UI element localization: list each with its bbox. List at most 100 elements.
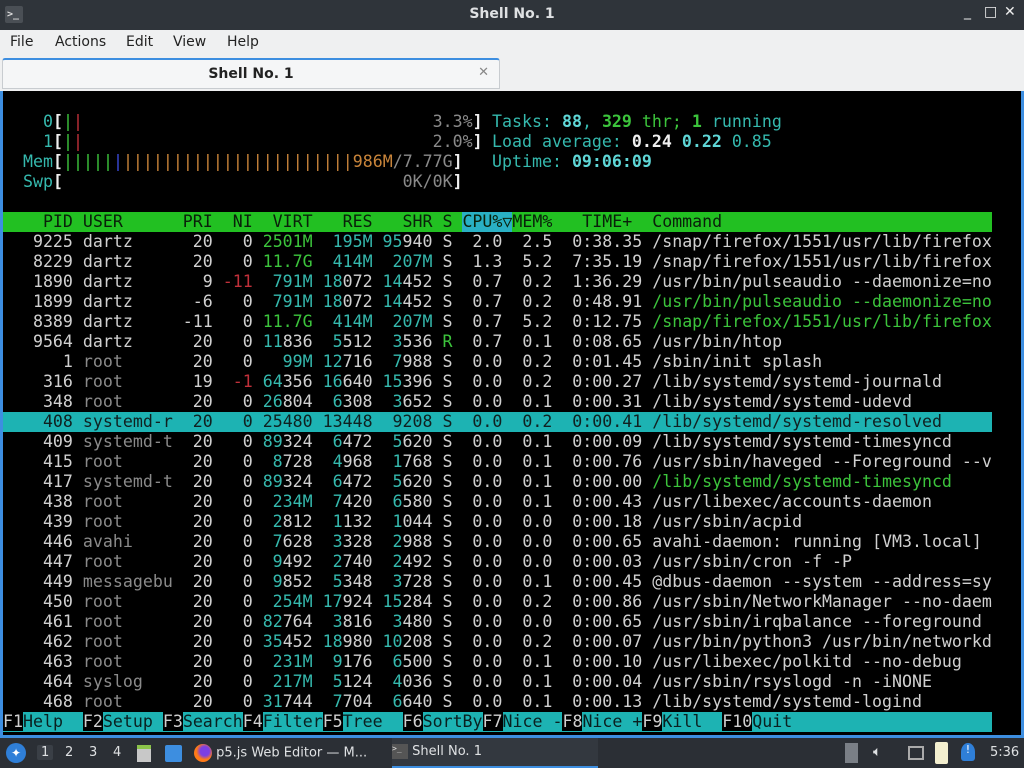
notification-icon[interactable]: ! [961, 743, 975, 761]
clipboard-icon[interactable] [935, 742, 948, 764]
cell-res: 414M [332, 312, 373, 331]
col-ni[interactable]: NI [232, 212, 253, 231]
menu-view[interactable]: View [173, 34, 207, 50]
volume-icon[interactable]: 🔈︎ [873, 744, 882, 760]
process-row[interactable]: 461 root 20 0 82764 3816 3480 S 0.0 0.0 0:00.65/us… [3, 612, 1018, 632]
menu-actions[interactable]: Actions [55, 34, 107, 50]
cell-mem: 0.1 [522, 492, 553, 511]
cell-s: S [442, 492, 453, 511]
process-row[interactable]: 450 root 20 0 254M 17924 15284 S 0.0 0.2 0:00.86/u… [3, 592, 1018, 612]
fkey-label[interactable]: Filter [262, 712, 323, 731]
workspace-1[interactable]: 1 [37, 745, 54, 760]
process-row[interactable]: 438 root 20 0 234M 7420 6580 S 0.0 0.1 0:00.43/usr… [3, 492, 1018, 512]
process-row[interactable]: 9564 dartz 20 0 11836 5512 3536 R 0.7 0.1 0:08.65 /… [3, 332, 1018, 352]
cell-user: root [82, 632, 123, 651]
process-row[interactable]: 462 root 20 0 35452 18980 10208 S 0.0 0.2 0:00.07 /… [3, 632, 1018, 652]
mem-total: 7.77G [402, 152, 453, 171]
fkey-label[interactable]: Help [22, 712, 63, 731]
fkey-f1[interactable]: F1 [3, 712, 23, 731]
close-button[interactable]: ✕ [1004, 4, 1016, 20]
cell-user: root [82, 372, 123, 391]
col-res[interactable]: RES [342, 212, 373, 231]
process-row[interactable]: 447 root 20 0 9492 2740 2492 S 0.0 0.0 0:00.03/usr… [3, 552, 1018, 572]
fkey-f6[interactable]: F6 [402, 712, 423, 731]
terminal[interactable]: 0[|| 3.3%] 1[|| 2.0%] Mem[||||||||||||||||… [3, 91, 1021, 735]
fkey-f10[interactable]: F10 [722, 712, 753, 731]
col-shr[interactable]: SHR [402, 212, 433, 231]
tab-close-icon[interactable]: ✕ [478, 65, 489, 80]
fkey-label[interactable]: Kill [662, 712, 703, 731]
process-row[interactable]: 464 syslog 20 0 217M 5124 4036 S 0.0 0.1 0:00.04/u… [3, 672, 1018, 692]
menu-file[interactable]: File [10, 34, 34, 50]
fkey-f2[interactable]: F2 [82, 712, 103, 731]
fkey-f5[interactable]: F5 [322, 712, 343, 731]
workspace-2[interactable]: 2 [65, 745, 74, 760]
cell-virt: 7628 [272, 532, 313, 551]
tab-shell-1[interactable]: Shell No. 1 ✕ [2, 58, 500, 89]
taskbar-task-shell[interactable]: >_ Shell No. 1 [392, 738, 598, 768]
cell-pid: 463 [42, 652, 73, 671]
process-row[interactable]: 1890 dartz 9 -11 791M 18072 14452 S 0.7 0.2 1:36.2… [3, 272, 1018, 292]
fkey-f7[interactable]: F7 [482, 712, 503, 731]
col-cpu-sorted[interactable]: CPU%▽ [462, 212, 513, 232]
start-menu-icon[interactable]: ✦ [6, 743, 26, 763]
process-row[interactable]: 9225 dartz 20 0 2501M 195M 95940 S 2.0 2.5 0:38.35… [3, 232, 1018, 252]
cell-mem: 0.1 [522, 392, 553, 411]
cell-shr: 7988 [392, 352, 433, 371]
fkey-f4[interactable]: F4 [242, 712, 263, 731]
process-row[interactable]: 446 avahi 20 0 7628 3328 2988 S 0.0 0.0 0:00.65 ava… [3, 532, 1018, 552]
process-row[interactable]: 8389 dartz -11 0 11.7G 414M 207M S 0.7 5.2 0:12.75… [3, 312, 1018, 332]
cell-cmd: /sbin/init splash [652, 352, 823, 371]
col-state[interactable]: S [442, 212, 453, 231]
process-row[interactable]: 439 root 20 0 2812 1132 1044 S 0.0 0.0 0:00.18/usr… [3, 512, 1018, 532]
process-row[interactable]: 316 root 19 -1 64356 16640 15396 S 0.0 0.2 0:00.27… [3, 372, 1018, 392]
fkey-f3[interactable]: F3 [162, 712, 183, 731]
process-row[interactable]: 1 root 20 0 99M 12716 7988 S 0.0 0.2 0:01.45/sbin/… [3, 352, 1018, 372]
fkey-label[interactable]: Quit [752, 712, 793, 731]
file-manager-icon[interactable] [137, 745, 151, 762]
workspace-4[interactable]: 4 [113, 745, 122, 760]
process-row[interactable]: 417 systemd-t 20 0 89324 6472 5620 S 0.0 0.1 0:00.… [3, 472, 1018, 492]
process-row[interactable]: 1899 dartz -6 0 791M 18072 14452 S 0.7 0.2 0:48.91… [3, 292, 1018, 312]
col-time[interactable]: TIME+ [582, 212, 633, 231]
col-pri[interactable]: PRI [182, 212, 213, 231]
menu-help[interactable]: Help [227, 34, 259, 50]
process-row[interactable]: 8229 dartz 20 0 11.7G 414M 207M S 1.3 5.2 7:35.19 /… [3, 252, 1018, 272]
col-command[interactable]: Command [652, 212, 723, 231]
fkey-label[interactable]: Search [182, 712, 243, 731]
process-row[interactable]: 449 messagebu 20 0 9852 5348 3728 S 0.0 0.1 0:00.4… [3, 572, 1018, 592]
process-row[interactable]: 463 root 20 0 231M 9176 6500 S 0.0 0.1 0:00.10/usr… [3, 652, 1018, 672]
col-virt[interactable]: VIRT [272, 212, 313, 231]
fkey-f8[interactable]: F8 [562, 712, 583, 731]
process-row[interactable]: 409 systemd-t 20 0 89324 6472 5620 S 0.0 0.1 0:00.… [3, 432, 1018, 452]
process-row[interactable]: 415 root 20 0 8728 4968 1768 S 0.0 0.1 0:00.76/usr… [3, 452, 1018, 472]
cell-virt: 234M [272, 492, 313, 511]
fkey-label[interactable]: Tree [342, 712, 383, 731]
tray-updates-icon[interactable] [845, 743, 858, 763]
workspace-3[interactable]: 3 [89, 745, 98, 760]
show-desktop-icon[interactable] [165, 745, 182, 762]
cell-cmd: /usr/bin/python3 /usr/bin/networkd [652, 632, 992, 651]
process-row-selected[interactable]: 408 systemd-r 20 0 25480 13448 9208 S 0.0 0.2 0:00… [3, 412, 1018, 432]
cell-time: 0:00.27 [572, 372, 643, 391]
cell-res: 195M [332, 232, 373, 251]
cell-mem: 5.2 [522, 312, 553, 331]
col-mem[interactable]: MEM% [512, 212, 553, 231]
network-icon[interactable] [908, 746, 924, 760]
process-row[interactable]: 348 root 20 0 26804 6308 3652 S 0.0 0.1 0:00.31/li… [3, 392, 1018, 412]
fkey-label[interactable]: SortBy [422, 712, 483, 731]
fkey-label[interactable]: Nice - [502, 712, 563, 731]
fkey-label[interactable]: Setup [102, 712, 153, 731]
fkey-label[interactable]: Nice + [582, 712, 643, 731]
process-row[interactable]: 468 root 20 0 31744 7704 6640 S 0.0 0.1 0:00.13/li… [3, 692, 1018, 712]
col-user[interactable]: USER [82, 212, 123, 231]
minimize-button[interactable]: _ [964, 4, 971, 20]
cell-shr: 3652 [392, 392, 433, 411]
col-pid[interactable]: PID [42, 212, 73, 231]
menu-edit[interactable]: Edit [126, 34, 154, 50]
maximize-button[interactable]: □ [984, 4, 998, 20]
cell-s: S [442, 232, 453, 251]
taskbar-task-firefox[interactable]: p5.js Web Editor — M... [194, 738, 386, 768]
fkey-f9[interactable]: F9 [642, 712, 663, 731]
cell-time: 0:00.43 [572, 492, 643, 511]
